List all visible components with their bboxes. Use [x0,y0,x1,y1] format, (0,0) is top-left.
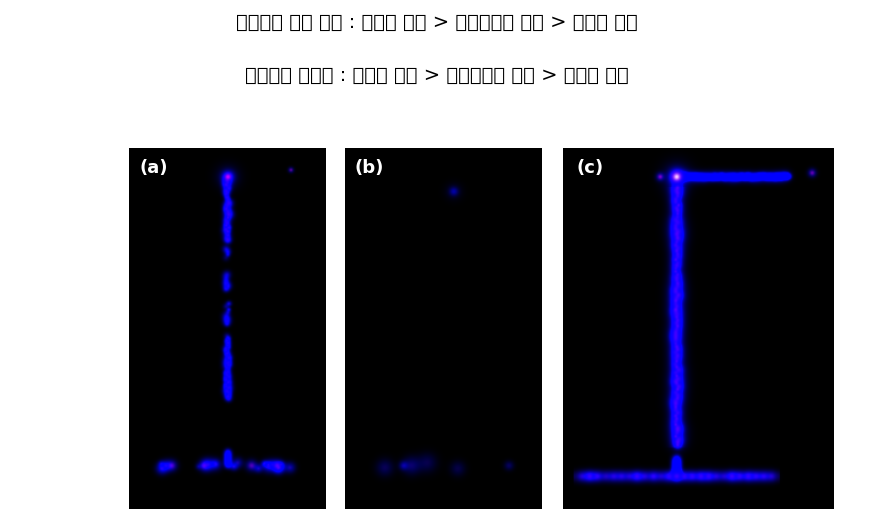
Text: (b): (b) [354,159,384,177]
Text: (c): (c) [577,159,604,177]
Text: 플라즈마 평균 세기 : 은코팅 전극 > 알루미늄봉 전극 > 구리판 전극: 플라즈마 평균 세기 : 은코팅 전극 > 알루미늄봉 전극 > 구리판 전극 [236,13,637,32]
Text: 플라즈마 균일성 : 은코팅 전극 > 알루미늄봉 전극 > 구리판 전극: 플라즈마 균일성 : 은코팅 전극 > 알루미늄봉 전극 > 구리판 전극 [244,66,629,85]
Text: (a): (a) [139,159,168,177]
